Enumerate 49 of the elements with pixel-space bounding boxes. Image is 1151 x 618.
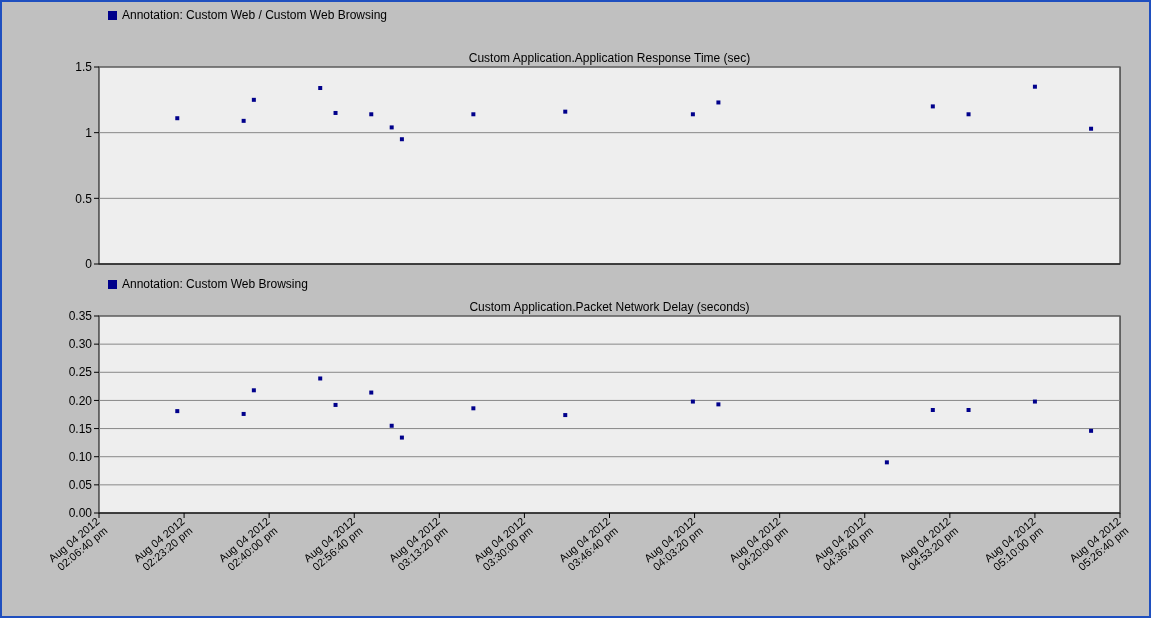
point [563, 413, 568, 418]
y-tick-label: 0.30 [68, 337, 93, 352]
point [241, 411, 246, 416]
y-tick-label: 1 [85, 125, 93, 140]
point [1032, 84, 1037, 89]
point [369, 112, 374, 117]
point [318, 376, 323, 381]
y-tick-label: 0 [85, 257, 93, 272]
point [716, 100, 721, 105]
point [716, 402, 721, 407]
point [389, 125, 394, 130]
point [333, 402, 338, 407]
point [369, 390, 374, 395]
point [333, 110, 338, 115]
point [175, 116, 180, 121]
y-tick-label: 0.20 [68, 393, 93, 408]
y-tick-label: 0.35 [68, 309, 93, 324]
y-tick-label: 0.25 [68, 365, 93, 380]
point [399, 435, 404, 440]
y-tick-label: 0.15 [68, 421, 93, 436]
y-tick-label: 0.5 [75, 191, 93, 206]
chart-title: Custom Application.Packet Network Delay (seconds) [469, 300, 750, 314]
point [1089, 126, 1094, 131]
point [690, 399, 695, 404]
point [966, 408, 971, 412]
y-tick-label: 1.5 [75, 60, 93, 75]
point [399, 137, 404, 142]
point [471, 406, 476, 411]
point [241, 118, 246, 123]
point [563, 109, 568, 114]
point [884, 460, 889, 465]
point [471, 112, 476, 117]
point [251, 97, 256, 102]
point [389, 423, 394, 428]
point [1089, 428, 1094, 433]
point [1032, 399, 1037, 404]
point [251, 388, 256, 393]
point [966, 112, 971, 117]
legend-label: Annotation: Custom Web Browsing [122, 277, 308, 291]
point [690, 112, 695, 117]
y-tick-label: 0.10 [68, 449, 93, 464]
y-tick-label: 0.00 [68, 506, 93, 521]
point [175, 409, 180, 414]
point [930, 104, 935, 109]
chart-title: Custom Application.Application Response Time (sec) [468, 51, 751, 65]
y-tick-label: 0.05 [68, 478, 93, 493]
point [318, 86, 323, 91]
point [930, 408, 935, 412]
legend-label: Annotation: Custom Web / Custom Web Browsing [122, 8, 388, 22]
